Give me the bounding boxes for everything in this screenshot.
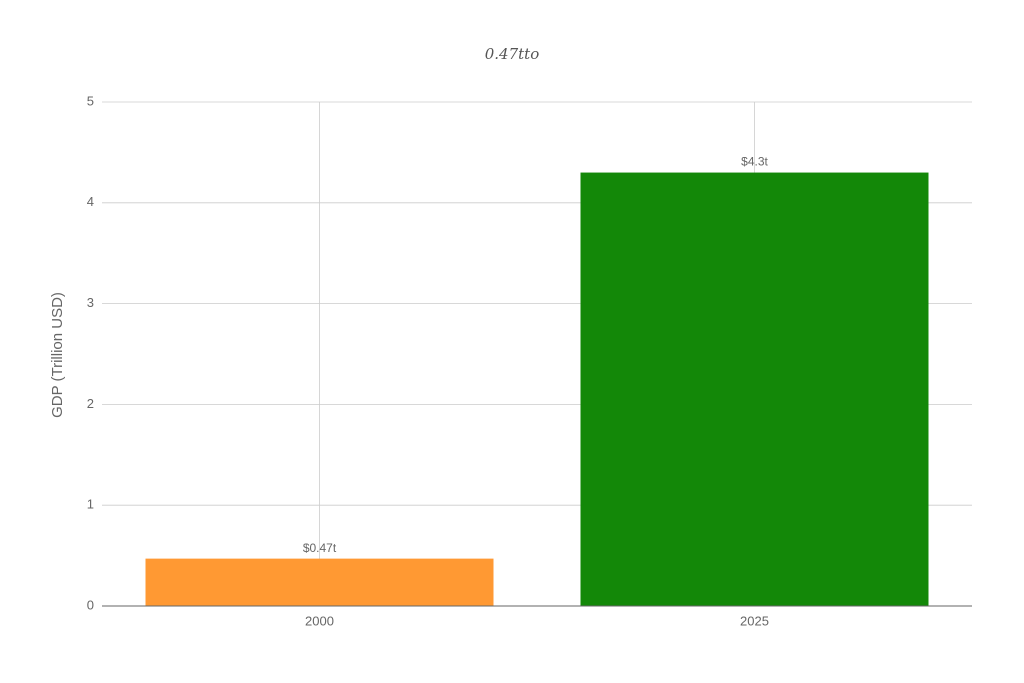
- value-label: $4.3t: [741, 155, 768, 169]
- y-tick-label: 5: [87, 93, 94, 108]
- y-tick-label: 3: [87, 295, 94, 310]
- y-tick-label: 0: [87, 597, 94, 612]
- y-tick-label: 4: [87, 194, 94, 209]
- chart-title: 0.47tto: [485, 45, 540, 63]
- value-label: $0.47t: [303, 541, 337, 555]
- x-tick-label: 2025: [740, 613, 769, 628]
- y-tick-label: 2: [87, 396, 94, 411]
- x-tick-label: 2000: [305, 613, 334, 628]
- bar: [145, 558, 494, 606]
- y-tick-label: 1: [87, 497, 94, 512]
- y-axis-label: GDP (Trillion USD): [49, 292, 66, 418]
- bar: [580, 172, 929, 606]
